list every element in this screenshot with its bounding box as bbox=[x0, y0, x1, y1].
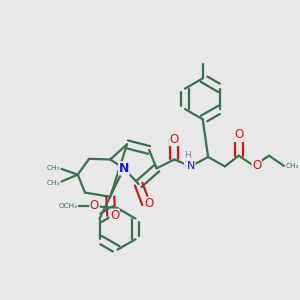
Text: O: O bbox=[110, 209, 119, 222]
Text: H: H bbox=[184, 151, 191, 160]
Text: O: O bbox=[252, 159, 261, 172]
Text: O: O bbox=[170, 133, 179, 146]
Text: OCH₃: OCH₃ bbox=[58, 203, 77, 209]
Text: H: H bbox=[184, 156, 191, 165]
Text: CH₃: CH₃ bbox=[46, 164, 60, 170]
Text: CH₃: CH₃ bbox=[46, 180, 60, 186]
Text: N: N bbox=[187, 161, 195, 171]
Text: O: O bbox=[145, 197, 154, 210]
Text: N: N bbox=[119, 162, 129, 175]
Text: O: O bbox=[90, 199, 99, 212]
Text: O: O bbox=[234, 128, 243, 141]
Text: CH₃: CH₃ bbox=[286, 163, 299, 169]
